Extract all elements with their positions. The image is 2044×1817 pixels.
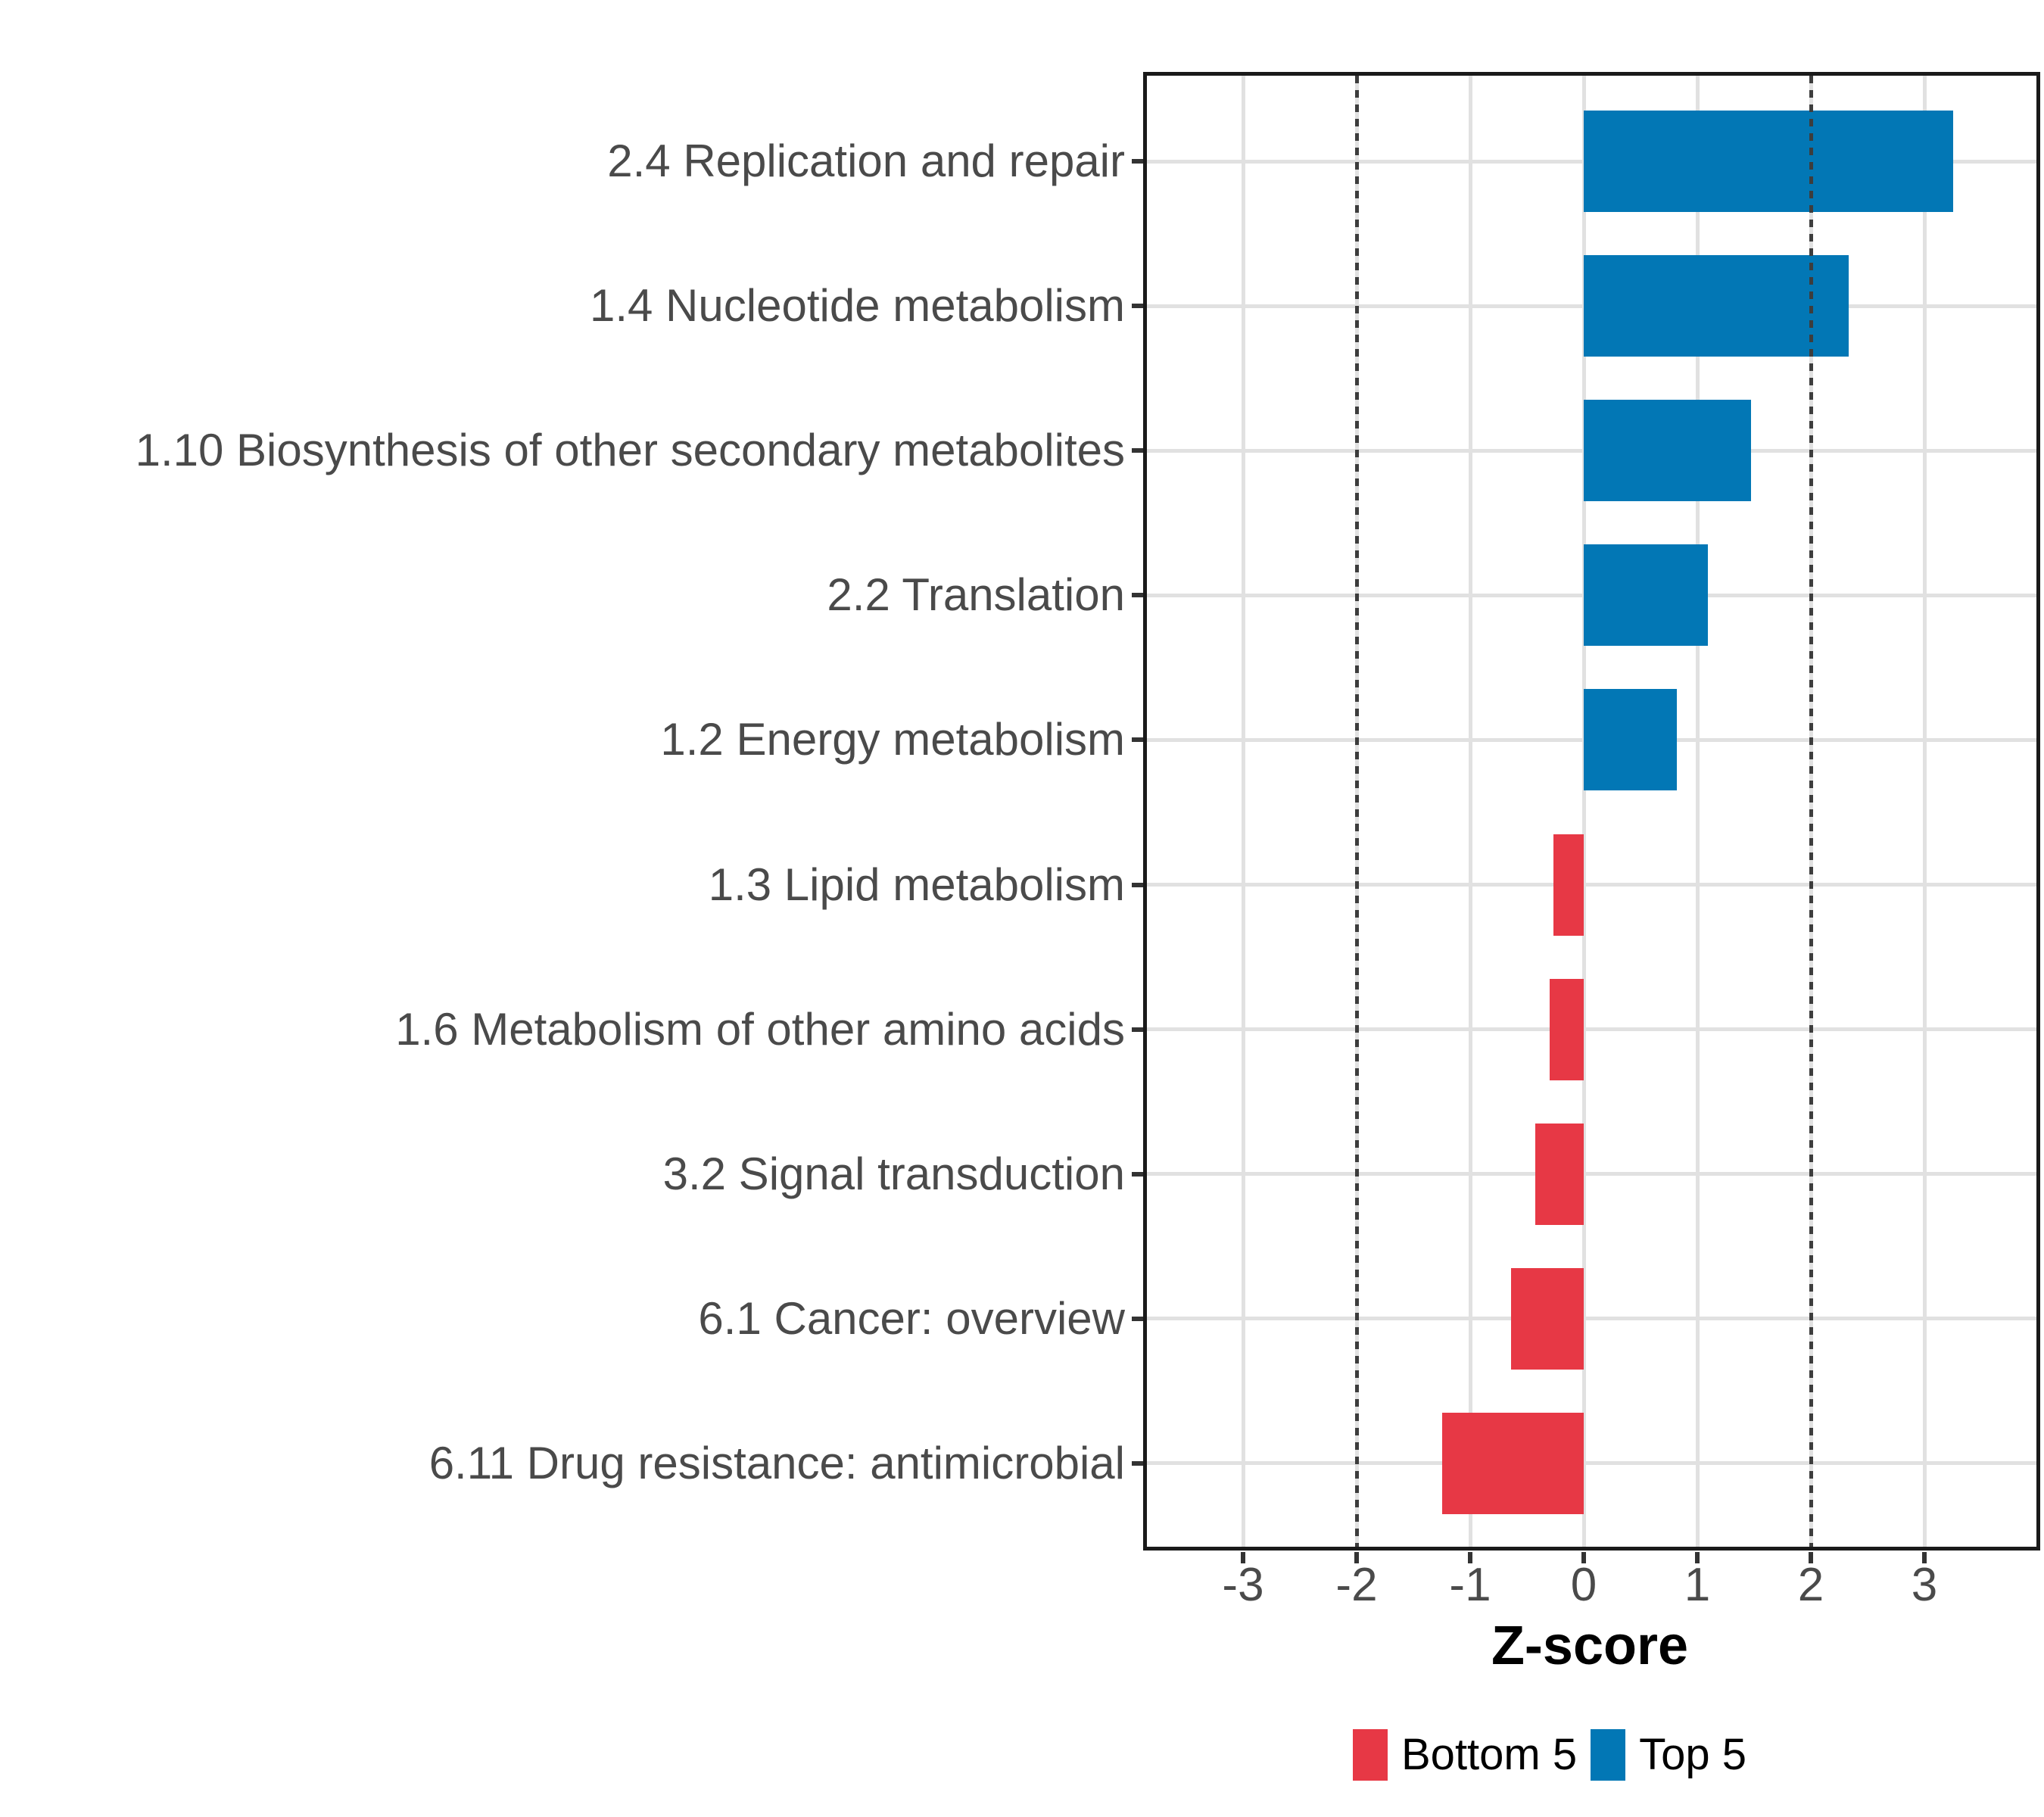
y-tick <box>1132 1460 1143 1466</box>
bar <box>1584 255 1849 357</box>
legend-label: Top 5 <box>1639 1730 1747 1779</box>
legend-swatch <box>1591 1729 1626 1781</box>
gridline-x--3 <box>1241 76 1245 1548</box>
y-category-label: 1.10 Biosynthesis of other secondary met… <box>135 425 1125 476</box>
y-tick <box>1132 159 1143 164</box>
bar <box>1511 1267 1584 1370</box>
bar <box>1535 1123 1584 1225</box>
y-category-label: 1.6 Metabolism of other amino acids <box>395 1003 1125 1055</box>
y-category-label: 2.2 Translation <box>827 569 1125 621</box>
bar <box>1584 544 1708 647</box>
legend: Bottom 5 Top 5 <box>1353 1728 1746 1781</box>
y-category-label: 3.2 Signal transduction <box>662 1148 1125 1199</box>
bar <box>1550 978 1584 1080</box>
x-tick--2 <box>1354 1552 1359 1563</box>
y-tick <box>1132 448 1143 453</box>
x-tick-label--1: -1 <box>1449 1559 1491 1611</box>
bar <box>1584 400 1751 502</box>
x-tick-label-1: 1 <box>1684 1559 1711 1611</box>
y-tick <box>1132 1027 1143 1032</box>
bar <box>1553 834 1584 936</box>
gridline-x-3 <box>1922 76 1927 1548</box>
reference-line-2 <box>1809 76 1813 1548</box>
y-tick <box>1132 593 1143 598</box>
bar <box>1584 111 1953 212</box>
x-tick-1 <box>1695 1552 1700 1563</box>
y-tick <box>1132 1316 1143 1321</box>
y-tick <box>1132 304 1143 309</box>
gridline-row <box>1147 1461 2037 1466</box>
y-tick <box>1132 882 1143 887</box>
gridline-row <box>1147 1172 2037 1177</box>
x-tick-0 <box>1581 1552 1586 1563</box>
gridline-row <box>1147 1317 2037 1321</box>
gridline-x-0 <box>1581 76 1586 1548</box>
gridline-row <box>1147 1027 2037 1032</box>
reference-line--2 <box>1354 76 1359 1548</box>
bar <box>1584 689 1677 791</box>
x-tick--3 <box>1241 1552 1245 1563</box>
y-category-label: 1.2 Energy metabolism <box>660 714 1125 765</box>
legend-item: Bottom 5 <box>1353 1728 1577 1781</box>
y-category-label: 1.4 Nucleotide metabolism <box>589 280 1125 332</box>
y-tick <box>1132 1171 1143 1177</box>
x-tick-2 <box>1809 1552 1813 1563</box>
y-category-label: 6.1 Cancer: overview <box>698 1292 1125 1344</box>
x-tick-3 <box>1922 1552 1927 1563</box>
bar <box>1441 1412 1584 1514</box>
x-tick-label--3: -3 <box>1222 1559 1264 1611</box>
y-tick <box>1132 737 1143 743</box>
x-tick--1 <box>1468 1552 1472 1563</box>
x-tick-label-3: 3 <box>1911 1559 1938 1611</box>
x-axis-title: Z-score <box>1491 1616 1689 1676</box>
y-category-label: 6.11 Drug resistance: antimicrobial <box>428 1437 1125 1488</box>
gridline-x--1 <box>1468 76 1472 1548</box>
x-tick-label--2: -2 <box>1335 1559 1378 1611</box>
gridline-x-1 <box>1695 76 1700 1548</box>
legend-label: Bottom 5 <box>1401 1730 1578 1779</box>
legend-item: Top 5 <box>1591 1728 1746 1781</box>
y-category-label: 2.4 Replication and repair <box>607 136 1125 186</box>
legend-swatch <box>1353 1729 1388 1781</box>
gridline-row <box>1147 883 2037 887</box>
x-tick-label-2: 2 <box>1797 1559 1824 1611</box>
y-category-label: 1.3 Lipid metabolism <box>708 859 1125 910</box>
x-tick-label-0: 0 <box>1570 1559 1597 1611</box>
